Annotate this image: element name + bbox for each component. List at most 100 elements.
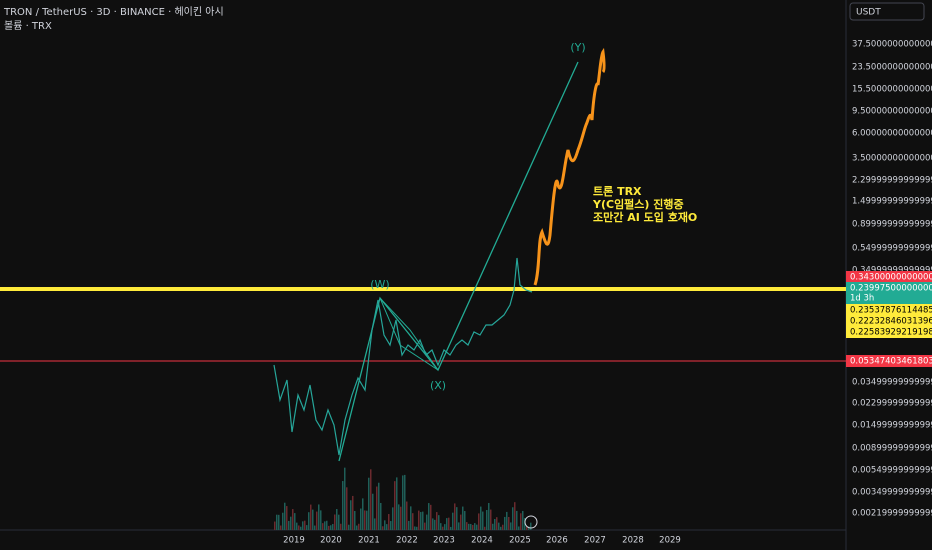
time-label: 2024: [471, 536, 493, 546]
volume-bar: [296, 522, 298, 530]
time-label: 2026: [546, 536, 568, 546]
volume-bar: [388, 514, 390, 530]
price-label: 0.549999999999999: [852, 244, 932, 254]
volume-bar: [426, 514, 428, 530]
wave-label: (W): [370, 278, 389, 291]
volume-bar: [438, 515, 440, 530]
price-label: 3.500000000000000: [852, 154, 932, 164]
volume-bar: [446, 518, 448, 530]
volume-bar: [396, 477, 398, 530]
note-line: 조만간 AI 도입 호재O: [593, 210, 697, 224]
wave-label: (Y): [570, 41, 585, 54]
volume-bar: [494, 518, 496, 530]
volume-bar: [370, 469, 372, 530]
volume-bar: [348, 524, 350, 530]
volume-bar: [386, 524, 388, 530]
volume-bar: [476, 524, 478, 530]
volume-bar: [508, 516, 510, 530]
volume-bar: [460, 514, 462, 530]
symbol-title[interactable]: TRON / TetherUS · 3D · BINANCE · 헤이킨 아시: [3, 6, 224, 18]
volume-bar: [444, 524, 446, 530]
time-label: 2025: [509, 536, 531, 546]
volume-bar: [478, 513, 480, 530]
volume-bars: [274, 467, 532, 530]
yellow-badge: [846, 304, 932, 316]
volume-bar: [424, 522, 426, 530]
volume-bar: [522, 510, 524, 530]
volume-bar: [332, 524, 334, 530]
volume-label[interactable]: 볼륨 · TRX: [4, 20, 52, 32]
volume-bar: [362, 498, 364, 530]
volume-bar: [310, 504, 312, 530]
volume-bar: [336, 508, 338, 530]
volume-bar: [418, 510, 420, 530]
volume-bar: [474, 523, 476, 530]
volume-bar: [492, 523, 494, 530]
time-label: 2023: [433, 536, 455, 546]
volume-bar: [500, 526, 502, 530]
volume-bar: [308, 512, 310, 530]
volume-bar: [328, 525, 330, 530]
wave-label: (X): [430, 379, 446, 392]
volume-bar: [320, 510, 322, 530]
currency-label[interactable]: USDT: [856, 8, 881, 18]
volume-bar: [464, 511, 466, 530]
volume-bar: [316, 511, 318, 530]
currency-button[interactable]: [849, 2, 925, 21]
yellow-badge: [846, 315, 932, 327]
volume-bar: [372, 493, 374, 530]
volume-bar: [490, 509, 492, 530]
volume-bar: [324, 521, 326, 530]
volume-bar: [360, 508, 362, 530]
volume-bar: [516, 510, 518, 530]
volume-bar: [440, 523, 442, 530]
volume-bar: [300, 526, 302, 530]
volume-bar: [468, 523, 470, 530]
volume-bar: [304, 520, 306, 530]
time-label: 2027: [584, 536, 606, 546]
volume-bar: [288, 520, 290, 530]
volume-bar: [376, 486, 378, 530]
volume-bar: [280, 525, 282, 530]
volume-bar: [434, 519, 436, 530]
volume-bar: [518, 526, 520, 530]
volume-bar: [346, 487, 348, 530]
red-badge-text: 0.053474034618031: [850, 357, 932, 367]
volume-bar: [358, 523, 360, 530]
red-badge: [846, 355, 932, 367]
volume-bar: [524, 517, 526, 530]
volume-bar: [290, 516, 292, 530]
volume-bar: [502, 524, 504, 530]
volume-bar: [470, 523, 472, 530]
red-badge-text: 0.343000000000000: [850, 273, 932, 283]
volume-bar: [350, 500, 352, 530]
time-label: 2028: [622, 536, 644, 546]
flash-icon[interactable]: [524, 515, 538, 529]
volume-bar: [428, 503, 430, 530]
volume-bar: [334, 514, 336, 530]
volume-bar: [298, 525, 300, 530]
volume-bar: [414, 526, 416, 530]
price-candles: [273, 257, 533, 456]
volume-bar: [382, 526, 384, 530]
volume-bar: [512, 507, 514, 530]
price-label: 0.022999999999998: [852, 399, 932, 409]
volume-bar: [526, 525, 528, 530]
price-label: 0.005499999999997: [852, 466, 932, 476]
volume-bar: [314, 525, 316, 530]
volume-bar: [340, 523, 342, 530]
yellow-badge-text: 0.225839292191986: [850, 328, 932, 338]
volume-bar: [416, 526, 418, 530]
volume-bar: [294, 513, 296, 530]
volume-bar: [480, 506, 482, 530]
volume-bar: [400, 506, 402, 530]
time-label: 2029: [659, 536, 681, 546]
volume-bar: [482, 511, 484, 530]
volume-bar: [472, 524, 474, 530]
volume-bar: [330, 525, 332, 530]
volume-bar: [422, 511, 424, 530]
volume-bar: [528, 526, 530, 530]
last-price-badge: [846, 282, 932, 304]
